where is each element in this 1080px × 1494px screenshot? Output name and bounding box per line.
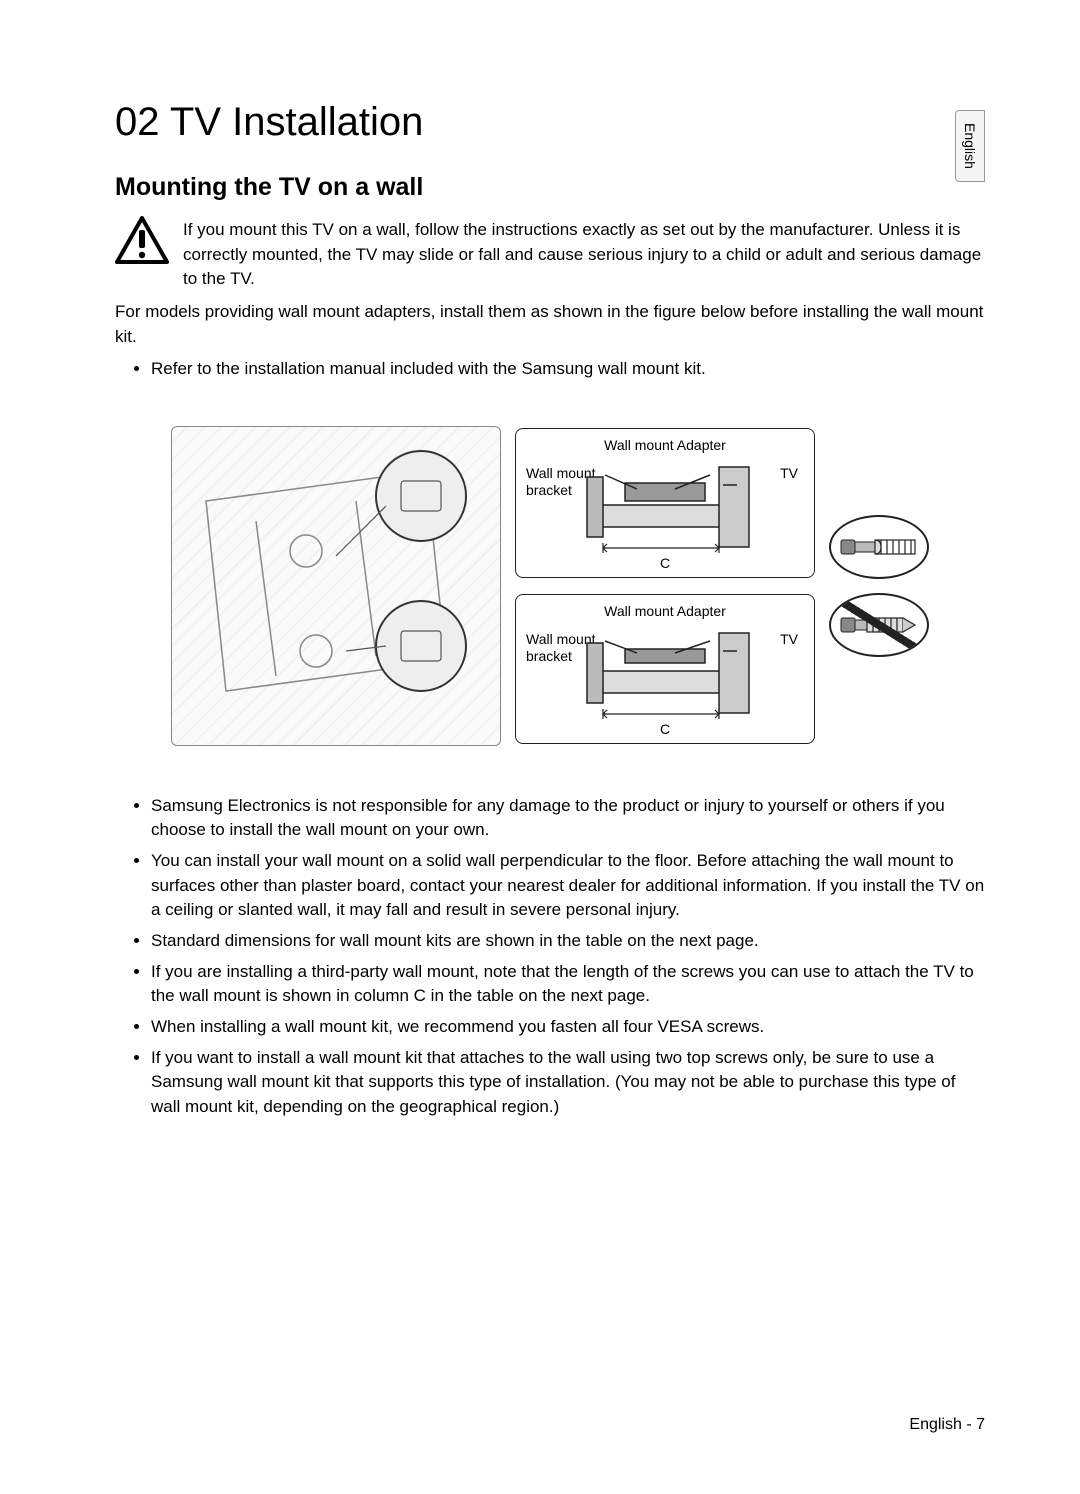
screw-indicator-column	[829, 515, 929, 657]
warning-icon	[115, 216, 169, 264]
warning-text: If you mount this TV on a wall, follow t…	[183, 216, 985, 292]
warning-block: If you mount this TV on a wall, follow t…	[115, 216, 985, 292]
notes-bullet-list: Samsung Electronics is not responsible f…	[115, 794, 985, 1120]
adapter-label: Wall mount Adapter	[604, 603, 726, 619]
section-heading: Mounting the TV on a wall	[115, 173, 985, 202]
list-item: Standard dimensions for wall mount kits …	[151, 929, 985, 954]
intro-bullet-list: Refer to the installation manual include…	[115, 357, 985, 382]
c-label: C	[660, 721, 670, 737]
list-item: Samsung Electronics is not responsible f…	[151, 794, 985, 843]
screw-incorrect-icon	[829, 593, 929, 657]
screw-correct-icon	[829, 515, 929, 579]
wall-mount-diagram: Wall mount Adapter Wall mount bracket TV	[115, 406, 985, 766]
page-title: 02 TV Installation	[115, 100, 985, 145]
tv-label: TV	[780, 465, 798, 481]
list-item: You can install your wall mount on a sol…	[151, 849, 985, 923]
tv-bracket-illustration	[171, 426, 501, 746]
list-item: When installing a wall mount kit, we rec…	[151, 1015, 985, 1040]
list-item: If you want to install a wall mount kit …	[151, 1046, 985, 1120]
c-label: C	[660, 555, 670, 571]
tv-label: TV	[780, 631, 798, 647]
adapter-label: Wall mount Adapter	[604, 437, 726, 453]
bolt-detail-top: Wall mount Adapter Wall mount bracket TV	[515, 428, 815, 578]
bolt-detail-column: Wall mount Adapter Wall mount bracket TV	[515, 428, 815, 744]
bolt-cross-section-icon	[565, 621, 765, 721]
page-footer: English - 7	[909, 1416, 985, 1434]
list-item: If you are installing a third-party wall…	[151, 960, 985, 1009]
intro-paragraph: For models providing wall mount adapters…	[115, 300, 985, 349]
bolt-cross-section-icon	[565, 455, 765, 555]
list-item: Refer to the installation manual include…	[151, 357, 985, 382]
language-tab: English	[955, 110, 985, 182]
bolt-detail-bottom: Wall mount Adapter Wall mount bracket TV	[515, 594, 815, 744]
